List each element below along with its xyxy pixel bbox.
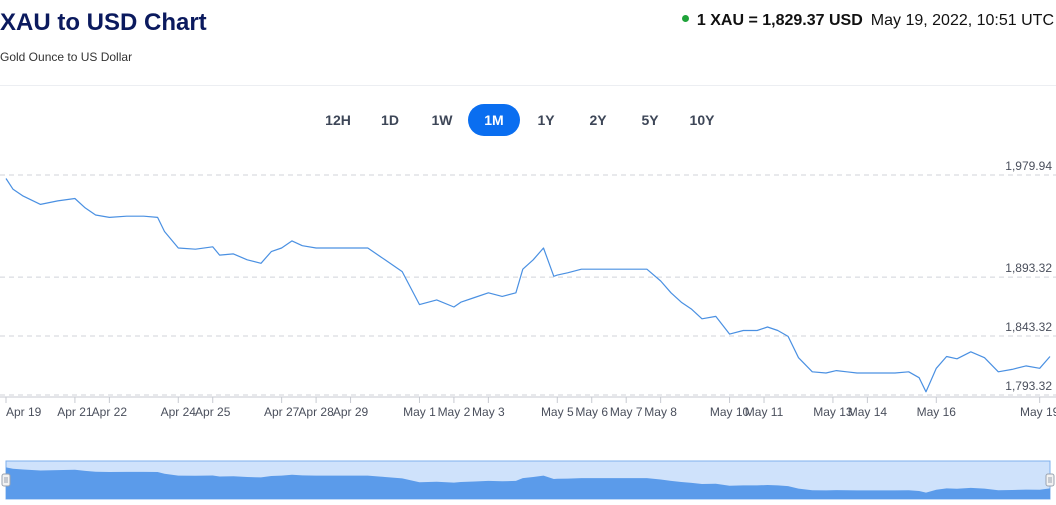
range-tab-1w[interactable]: 1W	[416, 104, 468, 136]
range-tab-10y[interactable]: 10Y	[676, 104, 728, 136]
y-tick-label: 1,979.94	[1005, 159, 1052, 173]
x-tick-label: Apr 21	[57, 405, 93, 419]
x-tick-label: Apr 19	[6, 405, 42, 419]
x-tick-label: May 10	[710, 405, 750, 419]
x-tick-label: May 2	[438, 405, 471, 419]
range-navigator[interactable]	[0, 455, 1056, 503]
rate-timestamp: May 19, 2022, 10:51 UTC	[870, 12, 1054, 29]
page-title: XAU to USD Chart	[0, 9, 207, 36]
x-tick-label: May 3	[472, 405, 505, 419]
x-tick-label: May 14	[848, 405, 888, 419]
x-tick-label: May 8	[644, 405, 677, 419]
range-tab-1y[interactable]: 1Y	[520, 104, 572, 136]
x-tick-label: Apr 28	[298, 405, 334, 419]
y-tick-label: 1,793.32	[1005, 379, 1052, 393]
x-tick-label: May 19	[1020, 405, 1056, 419]
header-divider	[0, 85, 1056, 86]
x-tick-label: May 5	[541, 405, 574, 419]
price-series-line	[5, 178, 1051, 393]
time-range-selector: 12H 1D 1W 1M 1Y 2Y 5Y 10Y	[312, 104, 728, 136]
exchange-rate-value: 1 XAU = 1,829.37 USD	[696, 12, 863, 29]
x-tick-label: Apr 22	[92, 405, 128, 419]
y-tick-label: 1,843.32	[1005, 320, 1052, 334]
x-tick-label: Apr 27	[264, 405, 300, 419]
x-tick-label: May 7	[610, 405, 643, 419]
navigator-right-handle[interactable]	[1045, 473, 1055, 487]
range-tab-12h[interactable]: 12H	[312, 104, 364, 136]
price-chart[interactable]: 1,979.94 1,893.32 1,843.32 1,793.32 Apr 19 Ap…	[0, 150, 1056, 420]
navigator-left-handle[interactable]	[1, 473, 11, 487]
range-tab-1d[interactable]: 1D	[364, 104, 416, 136]
y-tick-label: 1,893.32	[1005, 261, 1052, 275]
live-status-icon	[681, 15, 689, 23]
x-tick-label: May 16	[917, 405, 957, 419]
x-tick-label: May 11	[745, 405, 784, 419]
range-tab-2y[interactable]: 2Y	[572, 104, 624, 136]
range-tab-1m[interactable]: 1M	[468, 104, 520, 136]
x-tick-label: May 6	[575, 405, 608, 419]
range-tab-5y[interactable]: 5Y	[624, 104, 676, 136]
exchange-rate-display: 1 XAU = 1,829.37 USD May 19, 2022, 10:51 …	[681, 12, 1054, 30]
x-tick-label: May 1	[403, 405, 436, 419]
x-tick-label: Apr 29	[333, 405, 369, 419]
page-subtitle: Gold Ounce to US Dollar	[0, 50, 133, 64]
x-tick-label: May 13	[813, 405, 853, 419]
navigator-area	[6, 467, 1050, 499]
x-tick-label: Apr 25	[195, 405, 231, 419]
x-tick-label: Apr 24	[161, 405, 197, 419]
